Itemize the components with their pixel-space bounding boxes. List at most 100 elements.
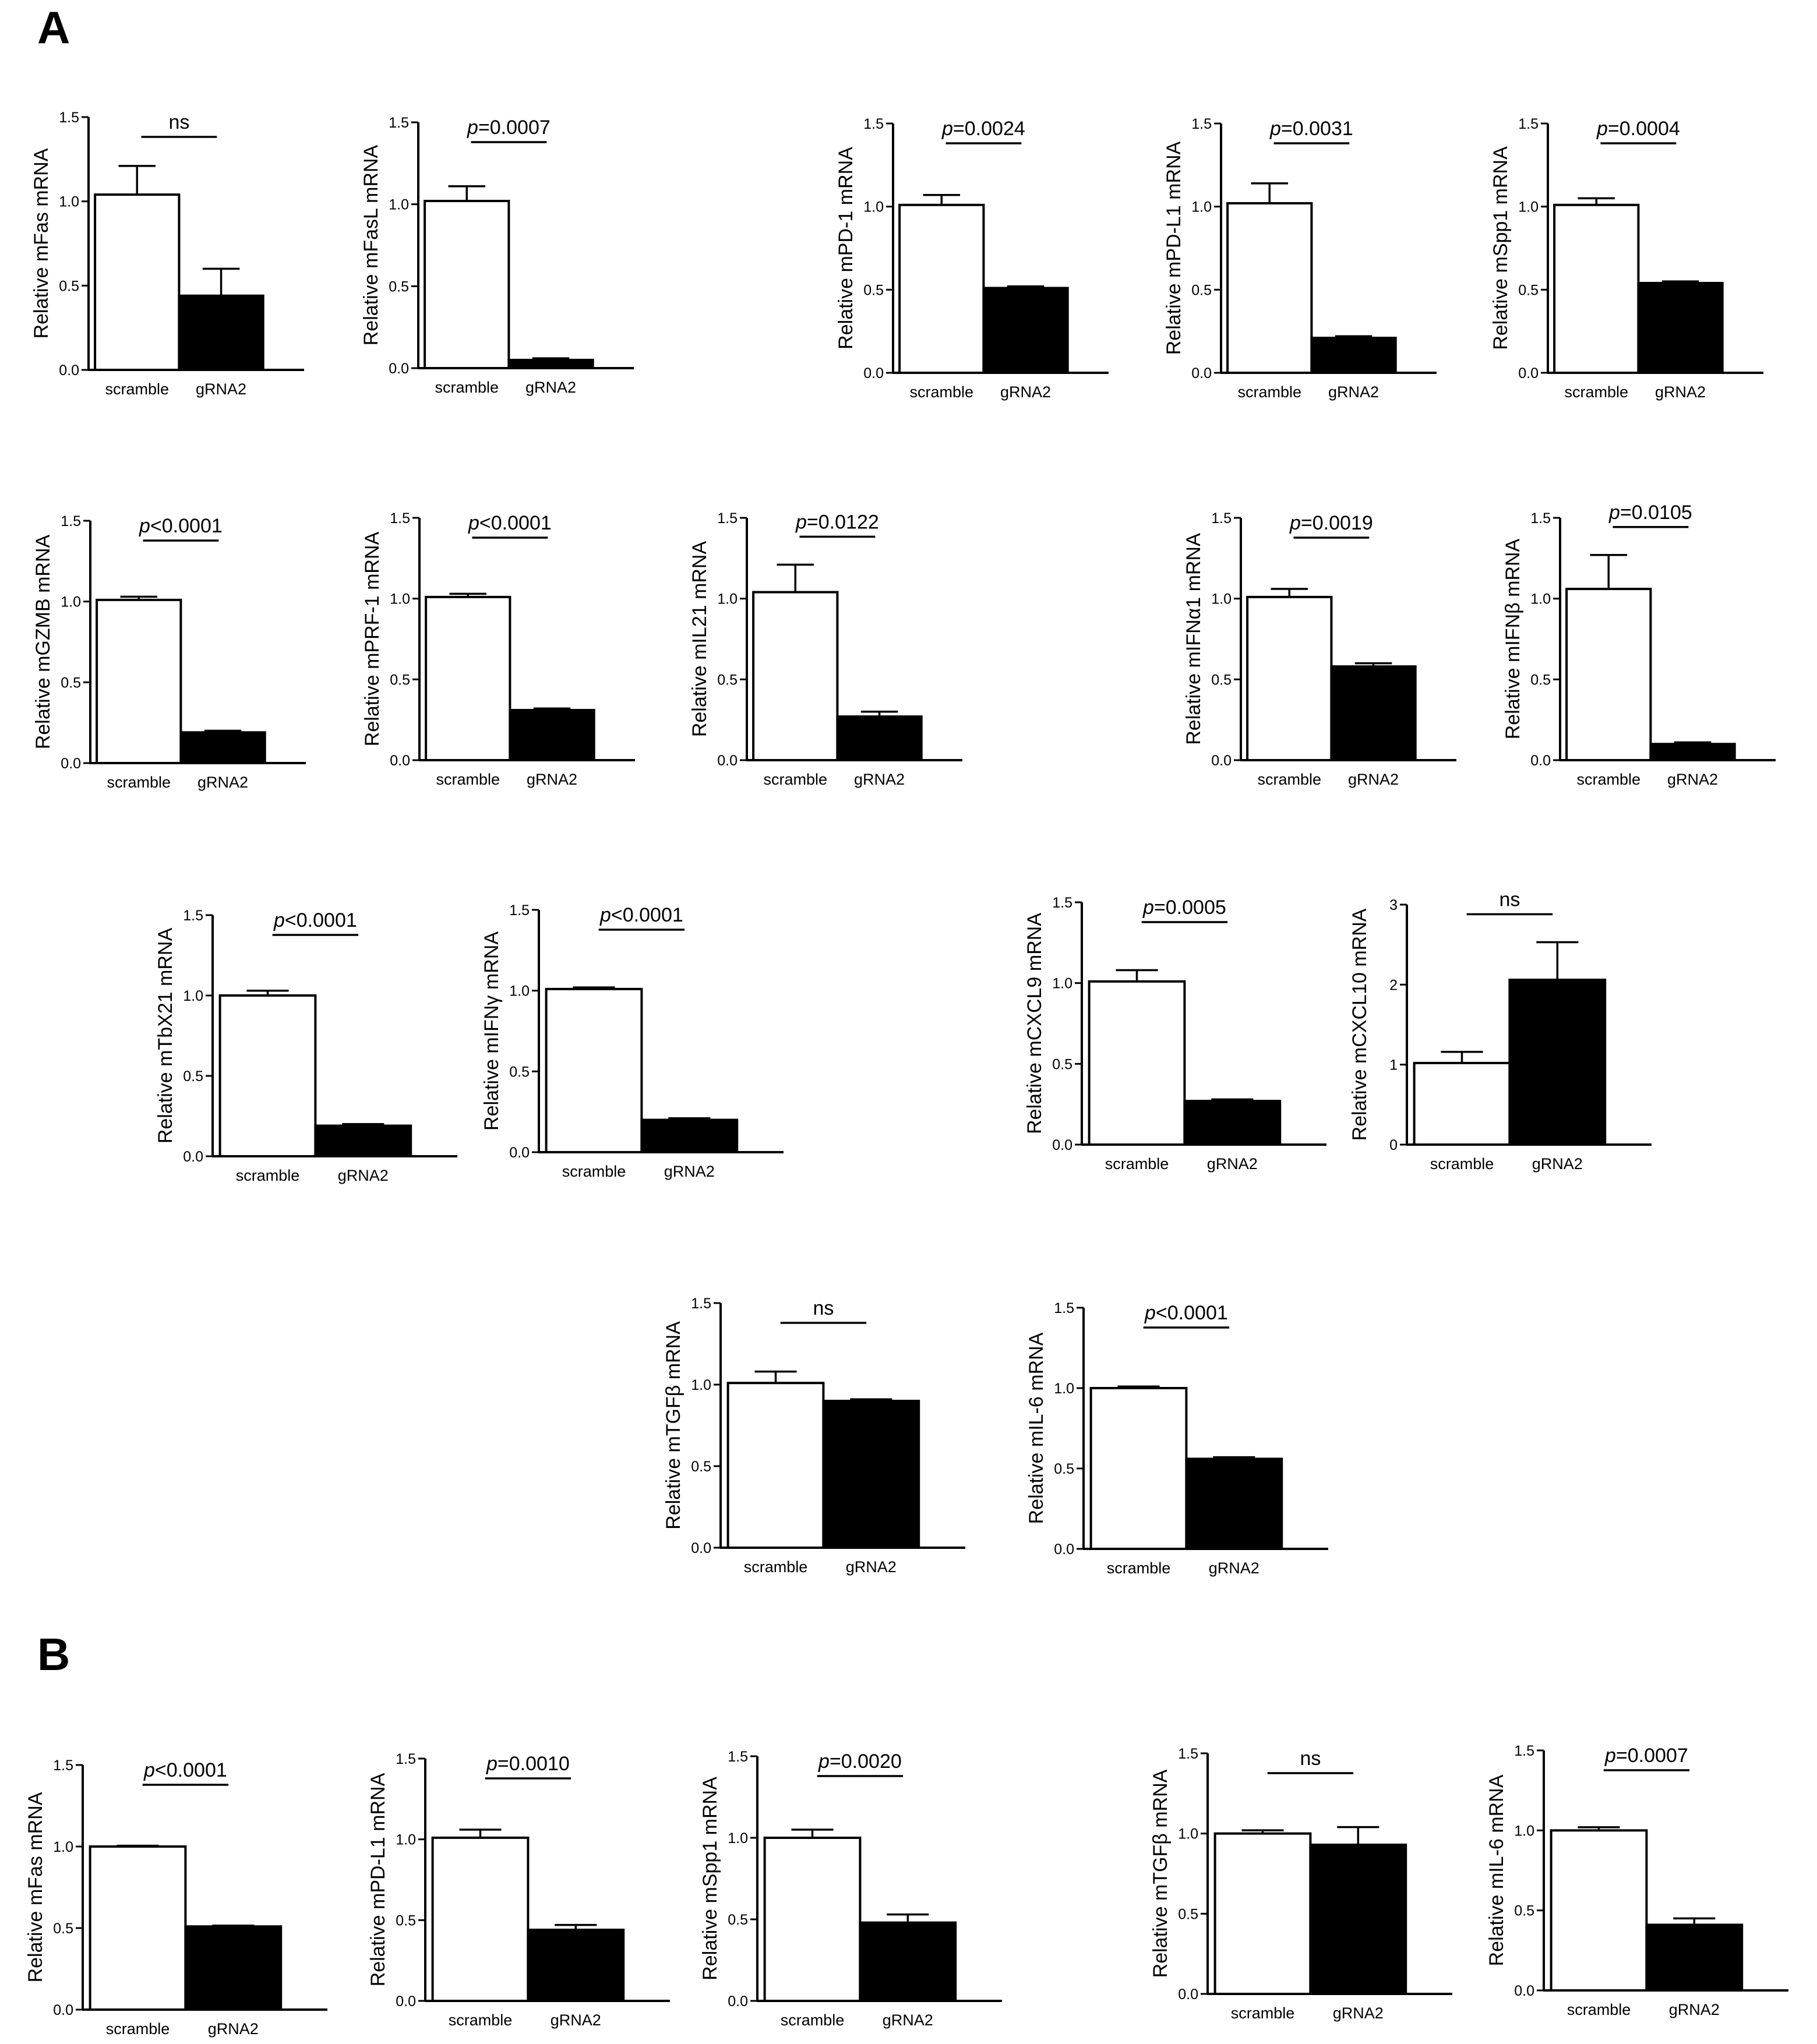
category-label: scramble [436, 771, 500, 788]
category-label: scramble [236, 1167, 300, 1184]
significance-label: p<0.0001 [468, 512, 552, 534]
y-tick-label: 1.5 [61, 513, 81, 529]
chart-grid: 0.0 0.5 1.0 1.5 scramble gRNA2 ns Relative mFas… [24, 110, 1788, 2038]
y-tick-label: 0.5 [396, 1912, 416, 1929]
p-symbol: p [273, 909, 285, 931]
bar-grna2 [314, 1124, 412, 1158]
y-tick-label: 0.0 [1178, 1986, 1198, 2003]
p-symbol: p [139, 515, 150, 537]
bar-grna2 [640, 1118, 739, 1153]
p-value: =0.0122 [807, 511, 879, 533]
y-axis-label: Relative mSpp1 mRNA [699, 1777, 721, 1981]
y-axis-label: Relative mPD-L1 mRNA [1163, 141, 1185, 355]
y-tick-label: 0.0 [59, 362, 79, 379]
category-label: gRNA2 [1532, 1155, 1583, 1173]
y-axis-label: Relative mTGFβ mRNA [662, 1321, 685, 1530]
y-tick-label: 0.0 [863, 365, 884, 382]
p-value: ns [1300, 1748, 1321, 1770]
y-tick-label: 1.0 [389, 197, 409, 213]
y-tick-label: 0.5 [509, 1064, 530, 1080]
y-tick-label: 1.0 [396, 1832, 416, 1848]
y-tick-label: 0.0 [396, 1993, 416, 2010]
bar-chart: 0.0 0.5 1.0 1.5 scramble gRNA2 p=0.0031 Relativ… [1163, 116, 1437, 401]
y-tick-label: 1.0 [1518, 199, 1539, 216]
y-axis-label: Relative mFas mRNA [30, 148, 52, 338]
category-label: scramble [744, 1558, 808, 1576]
y-tick-label: 1.5 [717, 510, 738, 527]
bar-grna2 [1183, 1100, 1282, 1146]
p-value: =0.0005 [1154, 896, 1226, 919]
bar-chart: 0.0 0.5 1.0 1.5 scramble gRNA2 p=0.0024 Relativ… [835, 116, 1109, 401]
y-tick-label: 0.0 [61, 756, 81, 772]
bar-grna2 [1637, 281, 1724, 375]
bar-scramble [94, 193, 181, 371]
y-tick-label: 1.5 [691, 1295, 711, 1312]
y-axis-label: Relative mCXCL9 mRNA [1024, 913, 1046, 1134]
category-label: scramble [107, 774, 171, 791]
p-value: <0.0001 [155, 1759, 227, 1781]
category-label: scramble [1231, 2004, 1295, 2022]
y-tick-label: 0.5 [1052, 1056, 1072, 1072]
y-axis-label: Relative mIL21 mRNA [689, 541, 711, 737]
y-axis-label: Relative mIFNβ mRNA [1502, 538, 1524, 739]
category-label: gRNA2 [1328, 383, 1379, 401]
bar-grna2 [1649, 743, 1736, 762]
bar-grna2 [982, 287, 1069, 375]
p-symbol: p [1142, 896, 1154, 919]
category-label: scramble [105, 380, 169, 398]
p-value: =0.0105 [1620, 502, 1692, 524]
significance-label: p<0.0001 [139, 515, 223, 537]
significance-label: p=0.0005 [1142, 896, 1226, 919]
significance-label: p<0.0001 [143, 1759, 227, 1781]
bar-scramble [96, 598, 182, 764]
significance-label: p<0.0001 [273, 909, 357, 931]
y-tick-label: 1.0 [1191, 199, 1212, 216]
bar-grna2 [1508, 979, 1607, 1146]
significance-label: p=0.0031 [1269, 118, 1353, 140]
y-tick-label: 0.0 [389, 361, 409, 377]
p-symbol: p [1289, 512, 1301, 534]
bar-scramble [1553, 203, 1640, 374]
y-tick-label: 1.5 [396, 1751, 416, 1767]
bar-scramble [1565, 588, 1652, 761]
y-tick-label: 1.0 [1530, 591, 1551, 608]
bar-chart: 0.0 0.5 1.0 1.5 scramble gRNA2 p<0.0001 Relativ… [24, 1757, 327, 2038]
category-label: gRNA2 [1655, 383, 1706, 401]
p-symbol: p [143, 1759, 155, 1781]
y-tick-label: 0.5 [1530, 672, 1551, 688]
bar-grna2 [509, 709, 595, 761]
bar-scramble [545, 987, 643, 1153]
p-value: =0.0007 [478, 117, 551, 139]
y-tick-label: 0.5 [728, 1912, 748, 1928]
bar-scramble [431, 1836, 530, 2002]
panel-label-a: A [37, 2, 70, 53]
bar-scramble [898, 203, 985, 374]
significance-label: p=0.0105 [1608, 502, 1692, 524]
y-tick-label: 0.5 [183, 1068, 203, 1085]
bar-chart: 0.0 0.5 1.0 1.5 scramble gRNA2 ns Relative mTGF… [1149, 1746, 1452, 2022]
y-tick-label: 0.5 [717, 672, 738, 688]
y-tick-label: 1.5 [1054, 1300, 1074, 1316]
bar-scramble [424, 200, 510, 369]
bar-grna2 [178, 294, 264, 371]
p-symbol: p [1596, 118, 1608, 140]
bar-grna2 [527, 1928, 625, 2003]
p-value: =0.0024 [953, 118, 1025, 140]
p-value: <0.0001 [285, 909, 357, 931]
category-label: scramble [449, 2011, 513, 2029]
y-tick-label: 1.0 [53, 1839, 73, 1855]
y-tick-label: 1.0 [61, 594, 81, 610]
category-label: gRNA2 [854, 771, 905, 788]
category-label: scramble [1576, 771, 1640, 788]
y-axis-label: Relative mFas mRNA [24, 1792, 47, 1982]
p-value: =0.0007 [1616, 1745, 1688, 1767]
y-tick-label: 1.5 [1530, 510, 1551, 527]
significance-label: ns [168, 111, 189, 133]
y-tick-label: 0.5 [390, 672, 410, 688]
bar-chart: 0.0 0.5 1.0 1.5 scramble gRNA2 p<0.0001 Relativ… [32, 513, 306, 791]
significance-label: p=0.0020 [818, 1750, 902, 1773]
bar-chart: 0.0 0.5 1.0 1.5 scramble gRNA2 p=0.0105 Relativ… [1502, 502, 1776, 788]
category-label: scramble [1564, 383, 1628, 401]
p-symbol: p [1608, 502, 1620, 524]
